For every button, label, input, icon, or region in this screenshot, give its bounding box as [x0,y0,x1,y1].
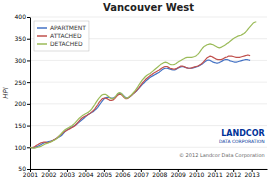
y-tick-label: 300 [15,57,27,64]
legend-frame [34,21,89,51]
y-tick-mark [27,60,30,61]
y-tick: 350 [15,35,30,42]
x-tick-label: 2010 [189,171,204,178]
x-tick-label: 2012 [226,171,241,178]
y-tick-label: 200 [15,100,27,107]
x-tick: 2009 [171,169,186,178]
y-tick: 300 [15,57,30,64]
x-tick-label: 2004 [78,171,93,178]
y-axis-line [30,18,31,170]
x-tick: 2011 [208,169,223,178]
x-tick: 2004 [78,169,93,178]
y-tick-label: 400 [15,13,27,20]
x-tick-label: 2008 [152,171,167,178]
x-tick: 2008 [152,169,167,178]
y-tick-mark [27,39,30,40]
x-tick-label: 2003 [60,171,75,178]
y-tick-mark [27,147,30,148]
y-tick-label: 150 [15,122,27,129]
x-tick: 2010 [189,169,204,178]
grid-line [30,17,267,18]
y-tick-label: 350 [15,35,27,42]
series-line [30,60,250,148]
legend-item: ATTACHED [37,32,82,39]
annotation: © 2012 Landcor Data Corporation [179,152,265,159]
y-tick: 250 [15,79,30,86]
x-axis: 2001200220032004200520062007200820092010… [23,169,268,178]
grid-line [30,147,267,148]
y-tick-label: 250 [15,79,27,86]
y-tick: 150 [15,122,30,129]
x-tick: 2006 [115,169,130,178]
grid-line [30,82,267,83]
legend-swatch [37,27,47,29]
legend-label: APARTMENT [50,24,86,31]
legend-swatch [37,35,47,37]
x-tick-label: 2011 [208,171,223,178]
x-tick-label: 2009 [171,171,186,178]
legend-label: ATTACHED [50,32,82,39]
x-tick: 2002 [41,169,56,178]
legend: APARTMENTATTACHEDDETACHED [34,21,89,51]
y-tick-mark [27,17,30,18]
x-tick-label: 2007 [134,171,149,178]
y-tick: 200 [15,100,30,107]
legend-label: DETACHED [50,40,83,47]
y-axis: 50 100 150 200 250 300 350 400 [15,13,31,172]
y-tick-mark [27,169,30,170]
x-tick: 2012 [226,169,241,178]
chart: 2001200220032004200520062007200820092010… [0,0,275,183]
y-tick-mark [27,104,30,105]
x-tick-label: 2006 [115,171,130,178]
y-tick-mark [27,82,30,83]
y-tick: 100 [15,144,30,151]
x-tick-label: 2002 [41,171,56,178]
grid-line [30,169,267,170]
legend-swatch [37,43,47,45]
y-tick-label: 50 [18,165,26,172]
x-tick: 2005 [97,169,112,178]
y-tick: 400 [15,13,30,20]
x-tick: 2013 [245,169,260,178]
y-axis-title: HPI [2,87,10,99]
legend-item: DETACHED [37,40,83,47]
x-tick-label: 2005 [97,171,112,178]
legend-item: APARTMENT [37,24,86,31]
y-tick-label: 100 [15,144,27,151]
series-line [30,55,250,148]
x-tick: 2007 [134,169,149,178]
grid [30,17,267,169]
annotation: LANDCOR [221,129,264,138]
x-tick: 2003 [60,169,75,178]
x-tick-label: 2013 [245,171,260,178]
y-tick: 50 [18,165,30,172]
title: Vancouver West [103,2,194,13]
grid-line [30,103,267,104]
grid-line [30,125,267,126]
y-tick-mark [27,126,30,127]
annotation: DATA CORPORATION [219,139,265,144]
